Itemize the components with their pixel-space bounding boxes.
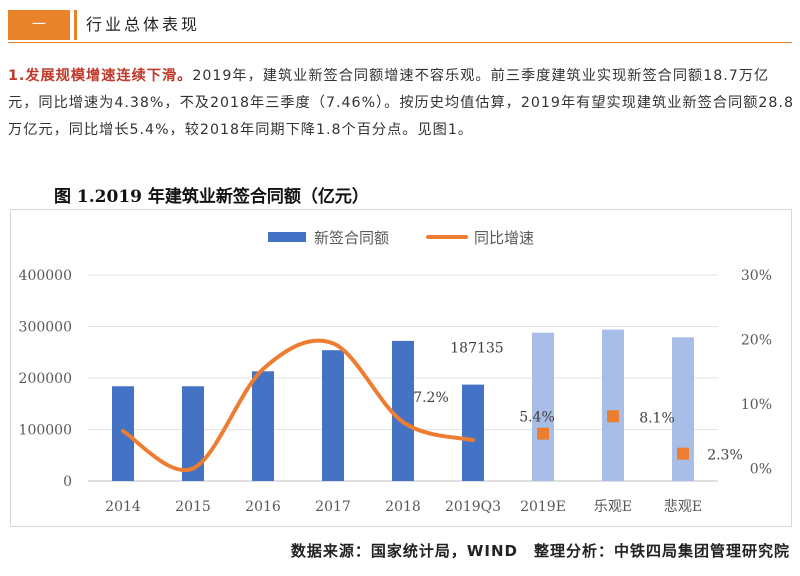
left-axis-tick-label: 200000 bbox=[19, 371, 72, 387]
section-number-badge: 一 bbox=[8, 10, 70, 40]
category-label: 2017 bbox=[315, 499, 351, 515]
bar bbox=[462, 384, 484, 481]
growth-rate-line bbox=[121, 338, 475, 473]
section-title: 行业总体表现 bbox=[86, 15, 201, 34]
data-source-note: 数据来源：国家统计局，WIND 整理分析：中铁四局集团管理研究院 bbox=[290, 542, 790, 560]
bar bbox=[182, 386, 204, 481]
data-label: 7.2% bbox=[413, 390, 449, 406]
category-label: 2019E bbox=[520, 499, 566, 515]
estimate-growth-marker bbox=[677, 447, 689, 460]
section-header: 一 行业总体表现 bbox=[8, 10, 792, 43]
left-axis-tick-label: 0 bbox=[63, 474, 72, 490]
legend-label-bar: 新签合同额 bbox=[314, 229, 389, 247]
bar bbox=[392, 340, 414, 481]
right-axis-tick-label: 10% bbox=[741, 397, 772, 413]
category-label: 悲观E bbox=[664, 498, 702, 515]
right-axis-tick-label: 0% bbox=[750, 462, 772, 478]
paragraph-lead: 1.发展规模增速连续下滑。 bbox=[8, 68, 193, 84]
right-axis-tick-label: 30% bbox=[741, 268, 772, 284]
bar bbox=[672, 337, 694, 481]
left-axis-tick-label: 400000 bbox=[19, 268, 72, 284]
data-label: 2.3% bbox=[707, 448, 743, 464]
left-axis-tick-label: 100000 bbox=[19, 423, 72, 439]
bar bbox=[532, 332, 554, 481]
category-label: 2015 bbox=[175, 499, 211, 515]
data-label: 187135 bbox=[450, 341, 503, 357]
category-label: 2019Q3 bbox=[445, 499, 501, 515]
chart-frame bbox=[10, 209, 792, 527]
category-label: 乐观E bbox=[594, 499, 632, 515]
category-label: 2016 bbox=[245, 499, 281, 515]
estimate-growth-marker bbox=[537, 427, 549, 440]
bar bbox=[252, 371, 274, 481]
body-paragraph: 1.发展规模增速连续下滑。2019年，建筑业新签合同额增速不容乐观。前三季度建筑… bbox=[8, 63, 794, 144]
bar bbox=[602, 329, 624, 481]
legend-swatch-bar bbox=[268, 232, 306, 242]
bar bbox=[322, 350, 344, 481]
section-divider-bar bbox=[74, 10, 77, 40]
contract-value-chart: 0 100000 200000 300000 400000 -10% 0% 10% 20% 30%… bbox=[19, 229, 772, 527]
right-axis-tick-label: -10% bbox=[736, 526, 772, 527]
bar bbox=[112, 386, 134, 481]
figure-title: 图 1.2019 年建筑业新签合同额（亿元） bbox=[54, 187, 369, 207]
legend-label-line: 同比增速 bbox=[474, 229, 534, 247]
data-label: 5.4% bbox=[519, 410, 555, 426]
section-underline bbox=[8, 42, 792, 43]
left-axis-tick-label: 300000 bbox=[19, 320, 72, 336]
right-axis-tick-label: 20% bbox=[741, 333, 772, 349]
estimate-growth-marker bbox=[607, 410, 619, 423]
paragraph-body: 2019年，建筑业新签合同额增速不容乐观。前三季度建筑业实现新签合同额18.7万… bbox=[8, 68, 794, 138]
category-label: 2014 bbox=[105, 499, 141, 515]
category-label: 2018 bbox=[385, 499, 421, 515]
data-label: 8.1% bbox=[639, 410, 675, 426]
